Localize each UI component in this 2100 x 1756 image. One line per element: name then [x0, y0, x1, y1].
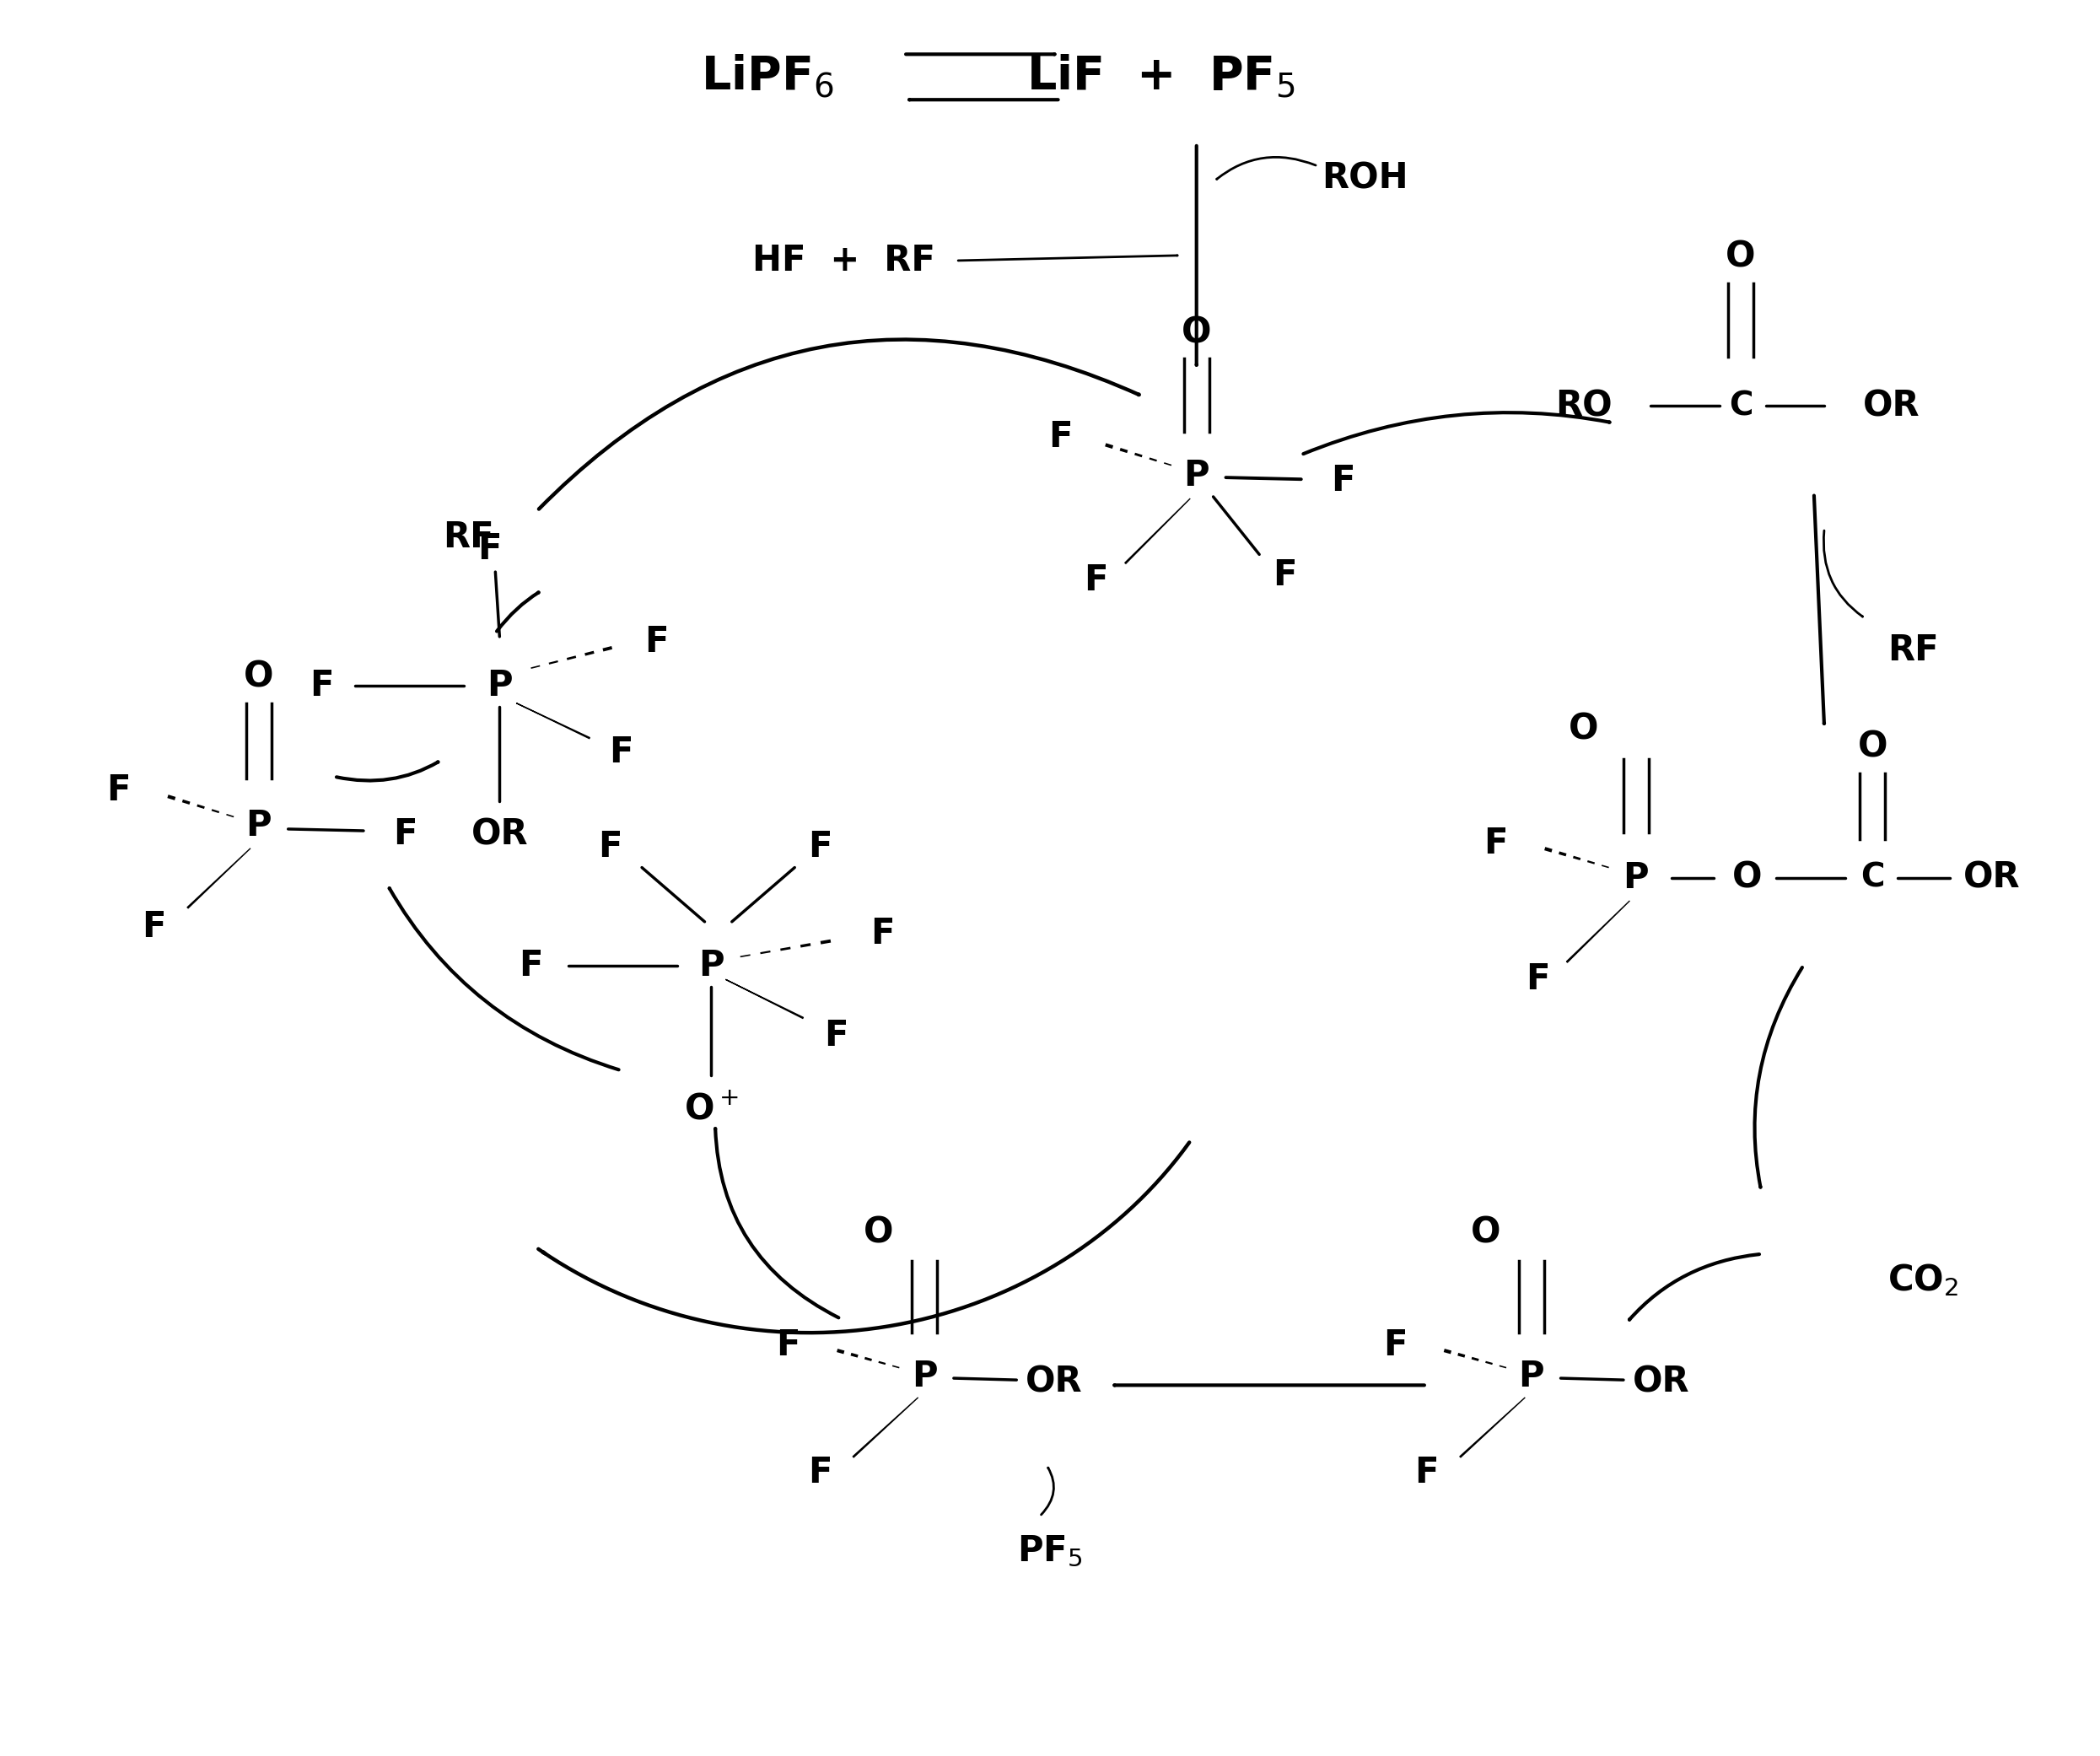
Text: O: O [1470, 1215, 1499, 1250]
Text: F: F [808, 1456, 832, 1491]
Text: O: O [1859, 729, 1888, 764]
Text: F: F [609, 734, 632, 769]
Text: F: F [598, 829, 622, 864]
Text: P: P [1184, 458, 1210, 493]
Text: P: P [697, 948, 724, 983]
Text: P: P [1518, 1359, 1544, 1394]
Text: F: F [309, 667, 334, 704]
Text: F: F [777, 1328, 800, 1363]
Text: OR: OR [1632, 1364, 1691, 1400]
Text: O: O [1569, 711, 1598, 746]
Text: F: F [107, 773, 130, 808]
Text: O: O [1732, 860, 1762, 896]
Text: C: C [1728, 390, 1754, 421]
Polygon shape [1567, 901, 1630, 962]
Polygon shape [727, 980, 804, 1018]
Text: RO: RO [1556, 388, 1613, 423]
Text: O: O [863, 1215, 892, 1250]
Text: F: F [477, 532, 502, 567]
Text: RF: RF [1888, 632, 1938, 669]
Text: P: P [246, 808, 271, 843]
Text: O: O [1726, 239, 1756, 276]
Text: F: F [1415, 1456, 1439, 1491]
Polygon shape [853, 1398, 918, 1457]
Text: OR: OR [1964, 860, 2020, 896]
Polygon shape [187, 848, 250, 908]
Text: OR: OR [1863, 388, 1919, 423]
Text: F: F [645, 623, 668, 660]
Text: F: F [872, 917, 895, 952]
Polygon shape [517, 702, 590, 739]
Text: O$^+$: O$^+$ [685, 1090, 739, 1127]
Text: OR: OR [1025, 1364, 1084, 1400]
Text: F: F [808, 829, 832, 864]
Text: F: F [393, 817, 418, 852]
Text: RF: RF [443, 520, 494, 555]
Text: LiPF$_6$: LiPF$_6$ [701, 54, 834, 100]
Text: ROH: ROH [1323, 162, 1409, 197]
Text: C: C [1861, 862, 1884, 894]
Polygon shape [1460, 1398, 1525, 1457]
Text: F: F [519, 948, 544, 983]
Text: P: P [1623, 860, 1649, 896]
Text: F: F [1084, 564, 1109, 599]
Text: F: F [1048, 420, 1073, 455]
Text: O: O [244, 658, 273, 695]
Text: F: F [825, 1018, 848, 1054]
Text: O: O [1182, 314, 1212, 349]
Text: OR: OR [470, 817, 527, 852]
Text: P: P [911, 1359, 937, 1394]
Text: F: F [1384, 1328, 1407, 1363]
Text: F: F [1485, 825, 1508, 860]
Text: F: F [1525, 962, 1550, 997]
Text: F: F [1331, 464, 1355, 499]
Text: F: F [143, 910, 166, 945]
Text: PF$_5$: PF$_5$ [1016, 1533, 1084, 1570]
Polygon shape [1126, 499, 1191, 564]
Text: HF  +  RF: HF + RF [752, 242, 934, 277]
Text: LiF  +  PF$_5$: LiF + PF$_5$ [1027, 54, 1296, 100]
Text: P: P [487, 667, 512, 704]
Text: CO$_2$: CO$_2$ [1888, 1263, 1957, 1298]
Text: F: F [1273, 558, 1296, 594]
